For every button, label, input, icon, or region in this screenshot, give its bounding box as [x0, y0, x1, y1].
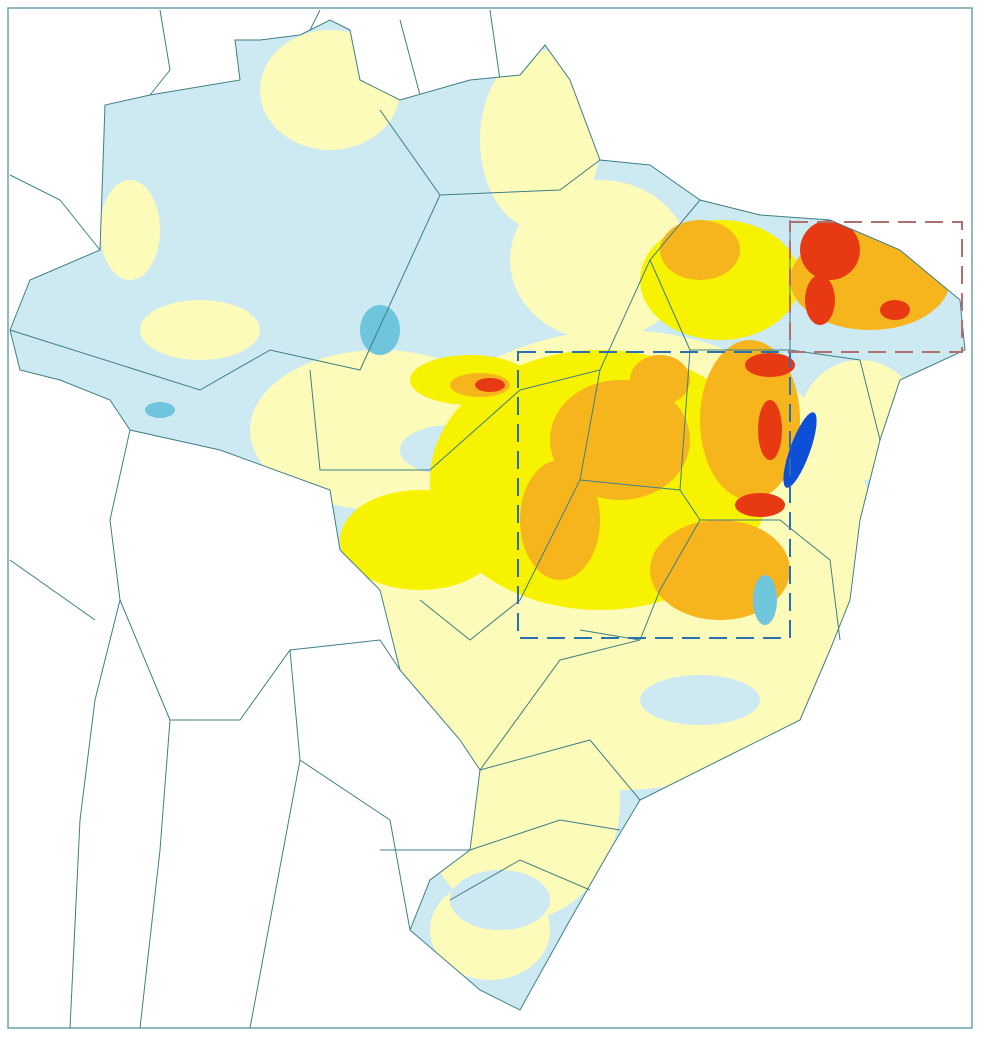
- borders: [9, 9, 501, 1029]
- state-borders: [9, 19, 966, 1011]
- highlight-box: [789, 221, 963, 353]
- highlight-box: [517, 351, 791, 639]
